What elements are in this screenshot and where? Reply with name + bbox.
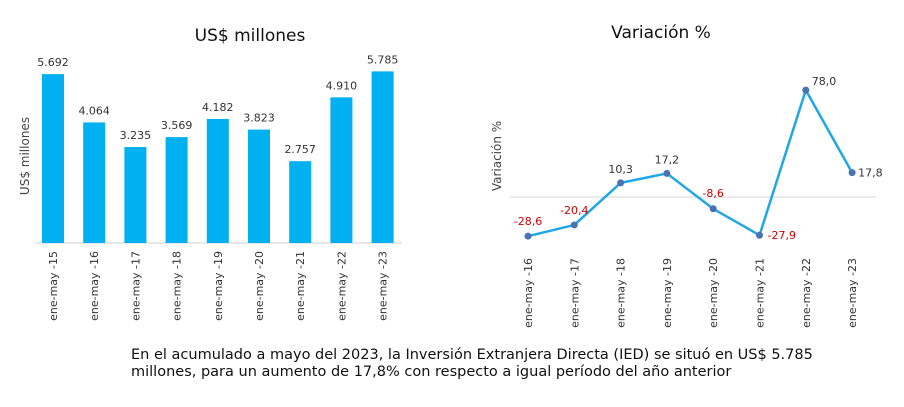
bar-value-label: 3.823: [243, 112, 275, 125]
caption: En el acumulado a mayo del 2023, la Inve…: [131, 347, 813, 380]
line-x-tick-label: ene-may -20: [707, 258, 720, 328]
line-x-tick-label: ene-may -17: [568, 258, 581, 328]
point-value-label: -20,4: [560, 204, 588, 217]
data-point: [570, 221, 578, 229]
bar-x-tick-label: ene-may -22: [335, 251, 348, 321]
bar: [248, 129, 270, 243]
bar-value-label: 4.182: [202, 101, 234, 114]
bar: [289, 161, 312, 243]
point-value-label: -28,6: [514, 215, 542, 228]
bar-chart-title: US$ millones: [195, 26, 306, 46]
bar: [83, 122, 106, 243]
bar-x-tick-label: ene-may -23: [377, 251, 390, 321]
bar: [371, 71, 394, 244]
data-point: [848, 169, 856, 177]
bar: [42, 74, 64, 244]
point-value-label: 78,0: [812, 75, 837, 88]
data-point: [756, 231, 763, 239]
line-x-tick-label: ene-may -16: [522, 258, 535, 328]
bar-chart: US$ millones US$ millones 5.692 ene-may -…: [18, 26, 402, 321]
line-x-tick-label: ene-may -18: [615, 258, 628, 328]
data-point: [524, 232, 532, 240]
data-point: [802, 86, 810, 94]
bar-value-label: 3.235: [120, 129, 152, 142]
line-x-tick-label: ene-may -22: [800, 258, 813, 328]
point-value-label: 17,8: [858, 167, 883, 180]
bar-x-tick-label: ene-may -18: [171, 251, 184, 321]
point-value-label: 17,2: [655, 153, 680, 166]
point-value-label: 10,3: [608, 163, 633, 176]
bar-x-tick-label: ene-may -21: [294, 251, 307, 321]
data-point: [617, 179, 625, 187]
line-x-tick-label: ene-may -19: [661, 258, 674, 328]
bar: [330, 97, 353, 243]
data-point: [709, 205, 717, 213]
bar-value-label: 5.692: [37, 56, 69, 69]
series-line: [527, 88, 854, 238]
bar-x-tick-label: ene-may -20: [253, 251, 266, 321]
bar-value-label: 2.757: [284, 143, 316, 156]
bar: [124, 147, 147, 243]
data-point: [663, 169, 671, 177]
line-chart-y-axis-label: Variación %: [490, 121, 504, 191]
bar-x-tick-label: ene-may -15: [47, 251, 60, 321]
bar-value-label: 4.910: [326, 79, 358, 92]
bar-value-label: 3.569: [161, 119, 193, 132]
point-value-label: -27,9: [768, 229, 796, 242]
line-x-tick-label: ene-may -21: [754, 258, 767, 328]
bar-value-label: 5.785: [367, 53, 399, 66]
bar-chart-y-axis-label: US$ millones: [18, 117, 32, 195]
bar: [206, 118, 229, 243]
bar-x-tick-label: ene-may -16: [88, 251, 101, 321]
bar-value-label: 4.064: [78, 104, 110, 117]
point-value-label: -8,6: [702, 187, 723, 200]
line-x-tick-label: ene-may -23: [846, 258, 859, 328]
line-chart-title: Variación %: [611, 23, 711, 43]
bar: [165, 137, 188, 243]
bar-x-tick-label: ene-may -17: [129, 251, 142, 321]
bar-x-tick-label: ene-may -19: [212, 251, 225, 321]
line-chart: Variación % Variación % -28,6 ene-may -16…: [490, 23, 883, 328]
